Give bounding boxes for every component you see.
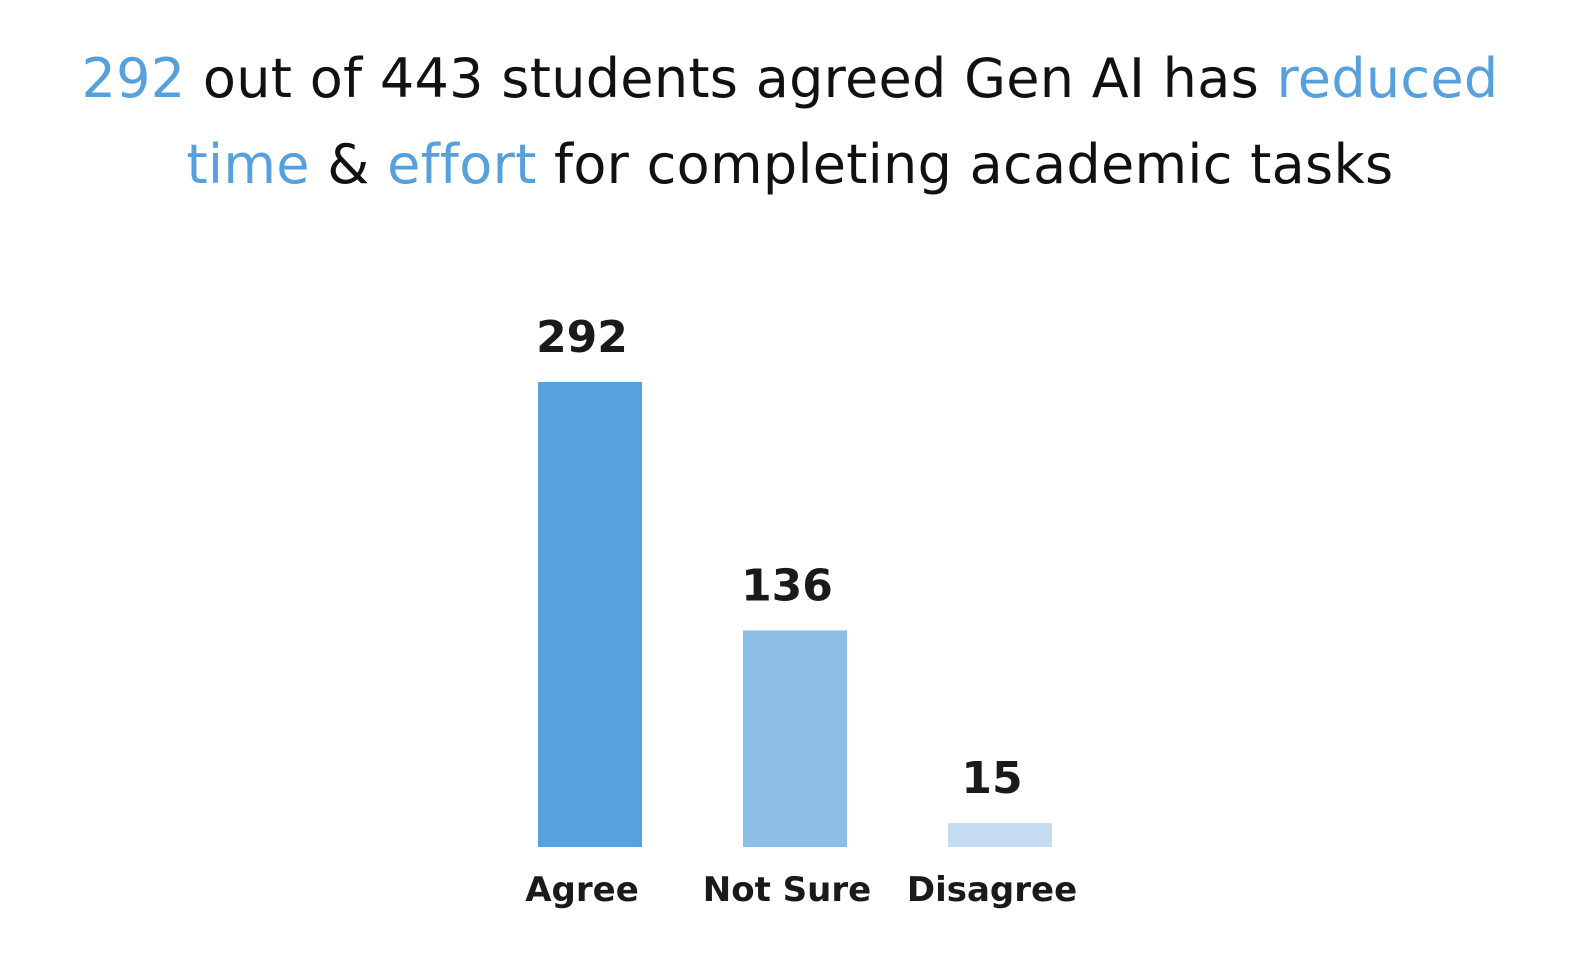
chart-title-line-2: time & effort for completing academic ta… <box>0 122 1580 208</box>
title-segment: for completing academic tasks <box>536 133 1394 196</box>
bar-not-sure <box>743 630 847 847</box>
bar-agree <box>538 382 642 847</box>
bars-group <box>538 382 1052 847</box>
value-label-agree: 292 <box>536 312 628 363</box>
title-segment: 292 <box>81 47 186 110</box>
chart-title-line-1: 292 out of 443 students agreed Gen AI ha… <box>0 36 1580 122</box>
category-labels-group: Agree Not Sure Disagree <box>525 870 1077 910</box>
title-segment: time <box>186 133 310 196</box>
title-segment: reduced <box>1276 47 1499 110</box>
value-label-not-sure: 136 <box>741 560 833 611</box>
bar-disagree <box>948 823 1052 847</box>
title-segment: & <box>309 133 388 196</box>
value-label-disagree: 15 <box>961 753 1022 804</box>
title-segment: out of 443 students agreed Gen AI has <box>185 47 1277 110</box>
chart-title: 292 out of 443 students agreed Gen AI ha… <box>0 36 1580 208</box>
category-label-disagree: Disagree <box>907 870 1077 910</box>
category-label-agree: Agree <box>525 870 639 910</box>
value-labels-group: 292 136 15 <box>536 312 1023 804</box>
title-segment: effort <box>387 133 537 196</box>
category-label-not-sure: Not Sure <box>703 870 871 910</box>
